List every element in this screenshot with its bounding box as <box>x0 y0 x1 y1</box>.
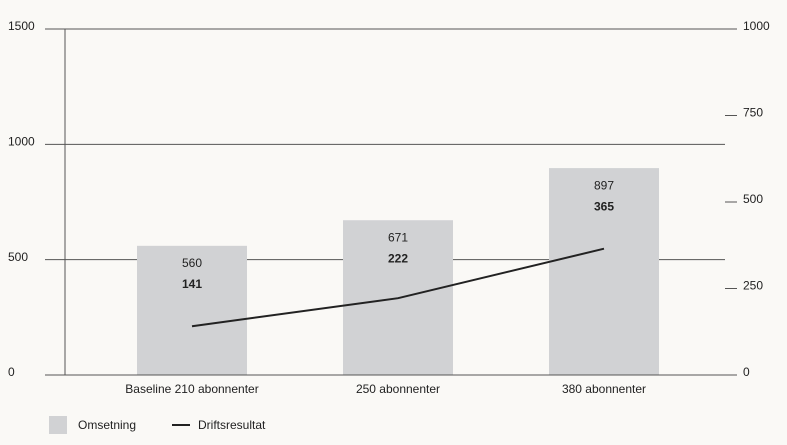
x-tick-label: 250 abonnenter <box>356 382 440 396</box>
y-tick-label: 500 <box>8 250 28 264</box>
y2-tick-label: 750 <box>743 106 763 120</box>
y2-tick-label: 0 <box>743 365 750 379</box>
x-tick-label: Baseline 210 abonnenter <box>125 382 258 396</box>
y2-tick-label: 250 <box>743 279 763 293</box>
y-tick-label: 1500 <box>8 19 35 33</box>
line <box>191 247 605 328</box>
bar <box>137 245 247 375</box>
bar-value-label: 897 <box>594 178 614 192</box>
bar-value-label: 560 <box>182 256 202 270</box>
legend-swatch <box>49 416 67 434</box>
y-tick-label: 1000 <box>8 135 35 149</box>
line-value-label: 141 <box>182 277 202 291</box>
bar-value-label: 671 <box>388 230 408 244</box>
y2-tick-label: 1000 <box>743 19 770 33</box>
bar <box>549 168 659 375</box>
legend-label: Driftsresultat <box>198 418 266 432</box>
y-tick-label: 0 <box>8 365 15 379</box>
y2-tick-label: 500 <box>743 192 763 206</box>
x-tick-label: 380 abonnenter <box>562 382 646 396</box>
legend-label: Omsetning <box>78 418 136 432</box>
line-value-label: 365 <box>594 199 614 213</box>
line-value-label: 222 <box>388 251 408 265</box>
